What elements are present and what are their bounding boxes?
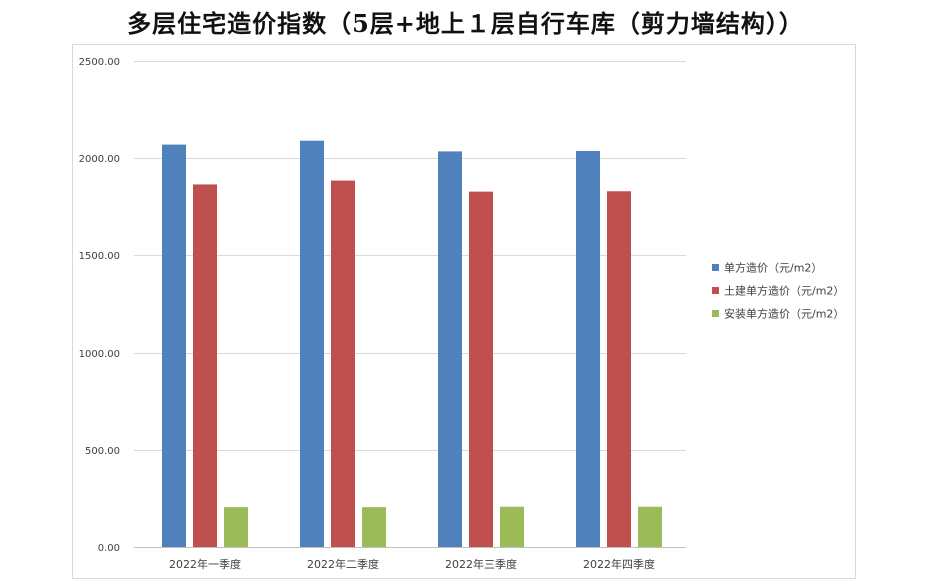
legend-swatch [712, 287, 719, 294]
y-tick-label: 2500.00 [79, 57, 120, 68]
bar-3-4 [638, 506, 662, 547]
legend-swatch [712, 264, 719, 271]
bar-3-3 [500, 506, 524, 547]
x-tick-label: 2022年三季度 [445, 557, 517, 571]
y-tick-label: 1500.00 [79, 251, 120, 262]
bar-1-2 [300, 140, 324, 548]
bar-2-3 [469, 191, 493, 548]
bar-1-4 [576, 151, 600, 547]
bar-1-3 [438, 151, 462, 547]
y-axis: 0.00 500.00 1000.00 1500.00 2000.00 2500.00 [79, 57, 120, 554]
x-tick-label: 2022年二季度 [307, 557, 379, 571]
legend-swatch [712, 310, 719, 317]
y-tick-label: 1000.00 [79, 349, 120, 360]
legend-label: 安装单方造价（元/m2） [724, 307, 844, 321]
bar-1-1 [162, 144, 186, 548]
legend: 单方造价（元/m2） 土建单方造价（元/m2） 安装单方造价（元/m2） [712, 261, 844, 321]
y-tick-label: 2000.00 [79, 154, 120, 165]
y-tick-label: 0.00 [98, 543, 120, 554]
legend-label: 土建单方造价（元/m2） [724, 284, 844, 298]
y-tick-label: 500.00 [85, 446, 120, 457]
bar-2-4 [607, 191, 631, 548]
bar-3-1 [224, 507, 248, 547]
bar-2-1 [193, 184, 217, 547]
x-tick-label: 2022年一季度 [169, 557, 241, 571]
chart-title: 多层住宅造价指数（5层+地上１层自行车库（剪力墙结构）） [127, 9, 804, 38]
bars [162, 140, 662, 548]
legend-label: 单方造价（元/m2） [724, 261, 822, 275]
chart-frame [72, 44, 856, 579]
bar-2-2 [331, 180, 355, 547]
x-tick-label: 2022年四季度 [583, 557, 655, 571]
bar-3-2 [362, 507, 386, 547]
x-axis: 2022年一季度 2022年二季度 2022年三季度 2022年四季度 [169, 557, 655, 571]
